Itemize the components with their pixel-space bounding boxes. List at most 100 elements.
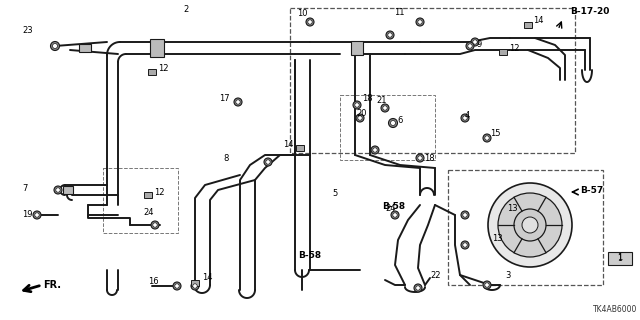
Text: 13: 13 [492, 234, 502, 243]
Bar [79, 44, 91, 52]
Text: B-58: B-58 [298, 252, 321, 260]
Circle shape [416, 286, 420, 290]
Text: 11: 11 [394, 7, 404, 17]
Circle shape [51, 42, 60, 51]
Text: 4: 4 [465, 110, 470, 119]
Circle shape [193, 284, 197, 288]
Circle shape [383, 106, 387, 110]
Circle shape [498, 193, 562, 257]
Text: 12: 12 [154, 188, 164, 196]
Text: 1: 1 [618, 254, 622, 263]
Text: B-17-20: B-17-20 [570, 6, 609, 15]
Circle shape [473, 40, 477, 44]
Text: 22: 22 [430, 271, 440, 281]
Circle shape [461, 211, 469, 219]
Circle shape [234, 98, 242, 106]
Bar [148, 69, 156, 75]
Text: 23: 23 [22, 26, 33, 35]
Circle shape [266, 160, 270, 164]
Bar [340, 95, 435, 160]
Text: 14: 14 [533, 15, 543, 25]
Bar [351, 41, 363, 55]
Circle shape [173, 282, 181, 290]
Circle shape [393, 213, 397, 217]
Circle shape [54, 186, 62, 194]
Circle shape [236, 100, 240, 104]
Text: 24: 24 [385, 204, 396, 212]
Bar [191, 280, 199, 286]
Text: 7: 7 [22, 183, 28, 193]
Circle shape [514, 209, 546, 241]
Circle shape [483, 281, 491, 289]
Bar [448, 170, 603, 285]
Circle shape [306, 18, 314, 26]
Text: B-57: B-57 [580, 186, 604, 195]
Circle shape [414, 284, 422, 292]
Bar [103, 168, 178, 233]
Text: 3: 3 [505, 271, 510, 281]
Circle shape [463, 116, 467, 120]
Text: 18: 18 [424, 154, 435, 163]
Circle shape [522, 217, 538, 233]
Bar [499, 49, 507, 55]
Circle shape [391, 211, 399, 219]
Text: 12: 12 [509, 44, 520, 52]
Text: 10: 10 [297, 9, 307, 18]
Circle shape [466, 42, 474, 50]
Circle shape [33, 211, 41, 219]
Text: 18: 18 [362, 93, 372, 102]
Circle shape [52, 44, 58, 48]
Circle shape [388, 118, 397, 127]
Text: 6: 6 [397, 116, 403, 124]
Circle shape [371, 146, 379, 154]
Text: 21: 21 [376, 95, 387, 105]
Circle shape [461, 114, 469, 122]
Circle shape [390, 121, 396, 125]
Circle shape [308, 20, 312, 24]
Text: 16: 16 [148, 276, 159, 285]
Circle shape [416, 154, 424, 162]
Text: TK4AB6000: TK4AB6000 [593, 305, 637, 314]
Circle shape [151, 221, 159, 229]
Circle shape [485, 283, 489, 287]
Circle shape [175, 284, 179, 288]
Circle shape [191, 282, 199, 290]
Circle shape [471, 38, 479, 46]
Text: 20: 20 [356, 108, 367, 117]
Circle shape [468, 44, 472, 48]
Circle shape [358, 116, 362, 120]
Circle shape [153, 223, 157, 227]
FancyBboxPatch shape [608, 252, 632, 265]
Bar [63, 186, 73, 194]
Circle shape [264, 158, 272, 166]
Circle shape [418, 20, 422, 24]
Text: 12: 12 [158, 63, 168, 73]
Text: 14: 14 [202, 274, 212, 283]
Circle shape [461, 241, 469, 249]
Text: 2: 2 [183, 4, 188, 13]
Circle shape [416, 18, 424, 26]
Circle shape [356, 114, 364, 122]
Text: 8: 8 [223, 154, 228, 163]
Circle shape [463, 243, 467, 247]
Text: 5: 5 [332, 188, 337, 197]
Text: FR.: FR. [43, 280, 61, 290]
Circle shape [35, 213, 39, 217]
Circle shape [56, 188, 60, 192]
Text: 9: 9 [476, 39, 481, 49]
Bar [296, 145, 304, 151]
Circle shape [463, 213, 467, 217]
Circle shape [483, 134, 491, 142]
Text: 14: 14 [283, 140, 294, 148]
Text: 24: 24 [143, 207, 154, 217]
Bar [290, 8, 575, 153]
Bar [524, 22, 532, 28]
Circle shape [485, 136, 489, 140]
Circle shape [488, 183, 572, 267]
Circle shape [381, 104, 389, 112]
Circle shape [355, 103, 359, 107]
Circle shape [418, 156, 422, 160]
Text: 19: 19 [22, 210, 33, 219]
Text: 13: 13 [507, 204, 518, 212]
Circle shape [386, 31, 394, 39]
